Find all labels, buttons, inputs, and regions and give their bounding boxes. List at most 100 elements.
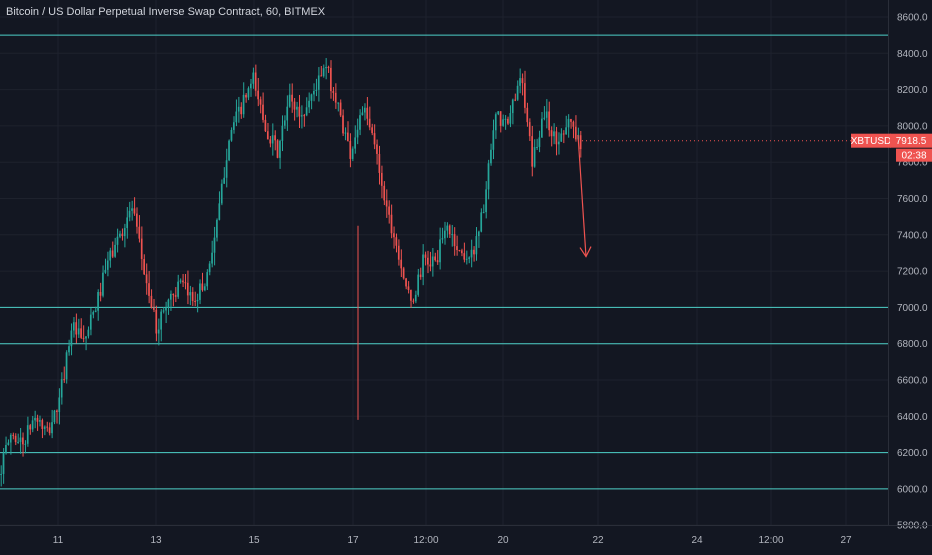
candle-body [186, 282, 189, 296]
price-tick-label: 6200.0 [897, 448, 928, 459]
candle-body [414, 294, 417, 302]
candle-body [249, 83, 252, 89]
candle-body [315, 89, 318, 91]
candle-body [446, 225, 449, 231]
candle-body [514, 99, 517, 101]
candle-body [371, 127, 373, 134]
candle-body [87, 329, 90, 337]
time-tick-label: 22 [592, 535, 604, 546]
arrow-head[interactable] [579, 246, 592, 258]
candle-body [524, 83, 526, 108]
candle-body [402, 268, 405, 279]
candle-body [305, 107, 308, 116]
candle-body [451, 234, 453, 236]
candle-body [177, 281, 179, 297]
candle-body [395, 237, 398, 246]
price-tick-label: 7200.0 [897, 267, 928, 278]
candle-body [410, 289, 412, 301]
candle-body [458, 250, 461, 252]
candle-body [407, 286, 410, 290]
candle-body [463, 253, 466, 260]
candle-body [26, 425, 29, 444]
candle-body [361, 112, 364, 116]
candle-body [223, 177, 226, 184]
candle-body [308, 100, 310, 108]
candle-body [286, 106, 289, 121]
candle-body [579, 135, 582, 150]
candle-body [29, 425, 32, 430]
price-tick-label: 7800.0 [897, 158, 928, 169]
candle-body [218, 203, 221, 220]
candle-body [283, 120, 286, 126]
candle-body [140, 238, 143, 260]
price-scale[interactable]: 8600.0 8400.0 8200.0 8000.0 7800.0 7600.0 7400… [888, 0, 932, 550]
candle-body [431, 256, 434, 267]
candle-body [143, 259, 145, 275]
candle-body [550, 130, 553, 137]
candle-body [424, 254, 427, 258]
candle-body [259, 99, 262, 105]
candle-body [337, 102, 339, 104]
candle-body [497, 111, 500, 115]
candle-body [245, 94, 247, 98]
candle-body [390, 214, 393, 234]
time-tick-label: 12:00 [758, 535, 783, 546]
time-axis[interactable]: 11 13 15 17 12:00 20 22 24 12:00 27 [0, 525, 932, 547]
candle-body [208, 263, 211, 273]
candle-body [242, 94, 245, 115]
candle-body [9, 434, 12, 443]
candle-body [567, 118, 570, 128]
candle-body [206, 272, 209, 287]
price-scale-background [888, 0, 932, 550]
projection-arrow[interactable] [577, 134, 592, 258]
candle-body [114, 244, 116, 257]
candle-body [334, 92, 337, 103]
candle-body [482, 212, 485, 214]
candle-body [230, 129, 233, 141]
candle-body [412, 300, 415, 302]
candle-body [247, 88, 250, 98]
candle-body [502, 119, 504, 126]
candle-body [7, 442, 10, 445]
candle-body [504, 118, 507, 120]
candle-body [97, 292, 99, 311]
candle-body [162, 310, 165, 312]
candle-body [257, 90, 259, 100]
candle-body [119, 233, 121, 237]
candle-body [477, 231, 480, 237]
candle-body [109, 250, 112, 261]
candle-body [490, 149, 492, 164]
candle-body [116, 236, 119, 245]
candle-body [138, 226, 141, 239]
candle-body [557, 141, 560, 145]
arrow-shaft[interactable] [577, 134, 587, 257]
candle-body [417, 274, 420, 295]
price-tick-label: 6800.0 [897, 339, 928, 350]
candle-body [533, 147, 536, 167]
candle-body [31, 420, 34, 430]
candle-body [77, 328, 80, 335]
candle-body [526, 107, 529, 123]
candle-body [349, 140, 352, 159]
candle-body [0, 473, 2, 475]
candle-body [397, 245, 400, 260]
candle-body [574, 126, 577, 140]
candle-body [126, 217, 129, 229]
candle-body [291, 94, 293, 102]
candle-body [85, 336, 87, 339]
candle-body [356, 129, 359, 138]
candle-body [167, 299, 170, 308]
symbol-badge-label: XBTUSD [851, 136, 892, 147]
candle-body [94, 310, 97, 313]
candle-body [473, 249, 475, 255]
candle-body [460, 250, 463, 254]
candle-body [75, 322, 78, 335]
candle-body [34, 417, 36, 421]
candle-body [400, 259, 403, 269]
candle-body [63, 379, 65, 381]
price-badges: XBTUSD 7918.5 02:38 [582, 133, 932, 162]
candle-body [213, 237, 216, 253]
